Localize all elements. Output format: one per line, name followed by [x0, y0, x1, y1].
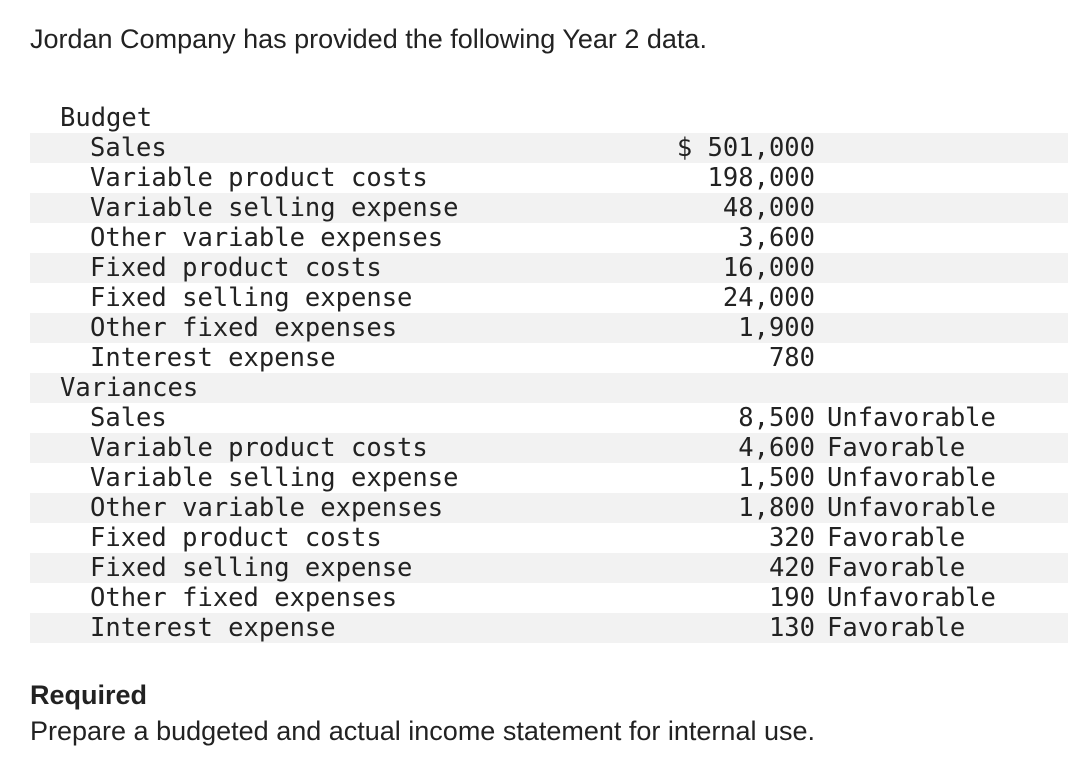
row-label: Interest expense	[90, 613, 336, 643]
table-row: Variable product costs 4,600 Favorable	[30, 433, 1068, 463]
table-row: Fixed selling expense 420 Favorable	[30, 553, 1068, 583]
row-label: Other variable expenses	[90, 223, 444, 253]
row-status: Unfavorable	[827, 583, 996, 613]
table-row: Budget	[30, 103, 1068, 133]
row-label: Variable selling expense	[90, 193, 459, 223]
table-row: Other fixed expenses 190 Unfavorable	[30, 583, 1068, 613]
row-amount: 198,000	[707, 163, 815, 193]
table-row: Sales $ 501,000	[30, 133, 1068, 163]
data-table: Budget Sales $ 501,000 Variable product cos…	[30, 103, 1068, 643]
row-amount: $ 501,000	[676, 133, 815, 163]
row-amount: 320	[768, 523, 815, 553]
row-amount: 48,000	[722, 193, 815, 223]
table-row: Other variable expenses 3,600	[30, 223, 1068, 253]
table-row: Variances	[30, 373, 1068, 403]
row-amount: 130	[768, 613, 815, 643]
row-label: Other variable expenses	[90, 493, 444, 523]
row-label: Interest expense	[90, 343, 336, 373]
required-text: Prepare a budgeted and actual income sta…	[30, 716, 815, 746]
row-label: Fixed product costs	[90, 523, 382, 553]
table-row: Variable selling expense 1,500 Unfavorable	[30, 463, 1068, 493]
row-amount: 420	[768, 553, 815, 583]
section-heading: Budget	[60, 103, 153, 133]
row-label: Variable product costs	[90, 163, 428, 193]
table-row: Variable product costs 198,000	[30, 163, 1068, 193]
row-status: Unfavorable	[827, 493, 996, 523]
required-heading: Required	[30, 680, 148, 710]
row-amount: 1,500	[738, 463, 815, 493]
row-status: Favorable	[827, 613, 966, 643]
row-label: Sales	[90, 403, 167, 433]
row-label: Variable product costs	[90, 433, 428, 463]
row-label: Fixed selling expense	[90, 283, 413, 313]
table-row: Fixed product costs 320 Favorable	[30, 523, 1068, 553]
row-amount: 190	[768, 583, 815, 613]
table-row: Interest expense 130 Favorable	[30, 613, 1068, 643]
section-heading: Variances	[60, 373, 199, 403]
row-status: Favorable	[827, 523, 966, 553]
row-label: Variable selling expense	[90, 463, 459, 493]
row-label: Sales	[90, 133, 167, 163]
row-label: Other fixed expenses	[90, 583, 398, 613]
row-amount: 3,600	[738, 223, 815, 253]
row-amount: 1,900	[738, 313, 815, 343]
table-row: Interest expense 780	[30, 343, 1068, 373]
row-status: Favorable	[827, 433, 966, 463]
row-label: Fixed product costs	[90, 253, 382, 283]
row-amount: 4,600	[738, 433, 815, 463]
table-row: Other variable expenses 1,800 Unfavorable	[30, 493, 1068, 523]
row-amount: 16,000	[722, 253, 815, 283]
row-label: Fixed selling expense	[90, 553, 413, 583]
row-amount: 1,800	[738, 493, 815, 523]
row-status: Unfavorable	[827, 403, 996, 433]
row-status: Favorable	[827, 553, 966, 583]
row-amount: 8,500	[738, 403, 815, 433]
table-row: Fixed selling expense 24,000	[30, 283, 1068, 313]
table-row: Sales 8,500 Unfavorable	[30, 403, 1068, 433]
row-amount: 24,000	[722, 283, 815, 313]
row-status: Unfavorable	[827, 463, 996, 493]
table-row: Fixed product costs 16,000	[30, 253, 1068, 283]
intro: Jordan Company has provided the followin…	[30, 24, 707, 54]
row-label: Other fixed expenses	[90, 313, 398, 343]
row-amount: 780	[768, 343, 815, 373]
table-row: Variable selling expense 48,000	[30, 193, 1068, 223]
table-row: Other fixed expenses 1,900	[30, 313, 1068, 343]
